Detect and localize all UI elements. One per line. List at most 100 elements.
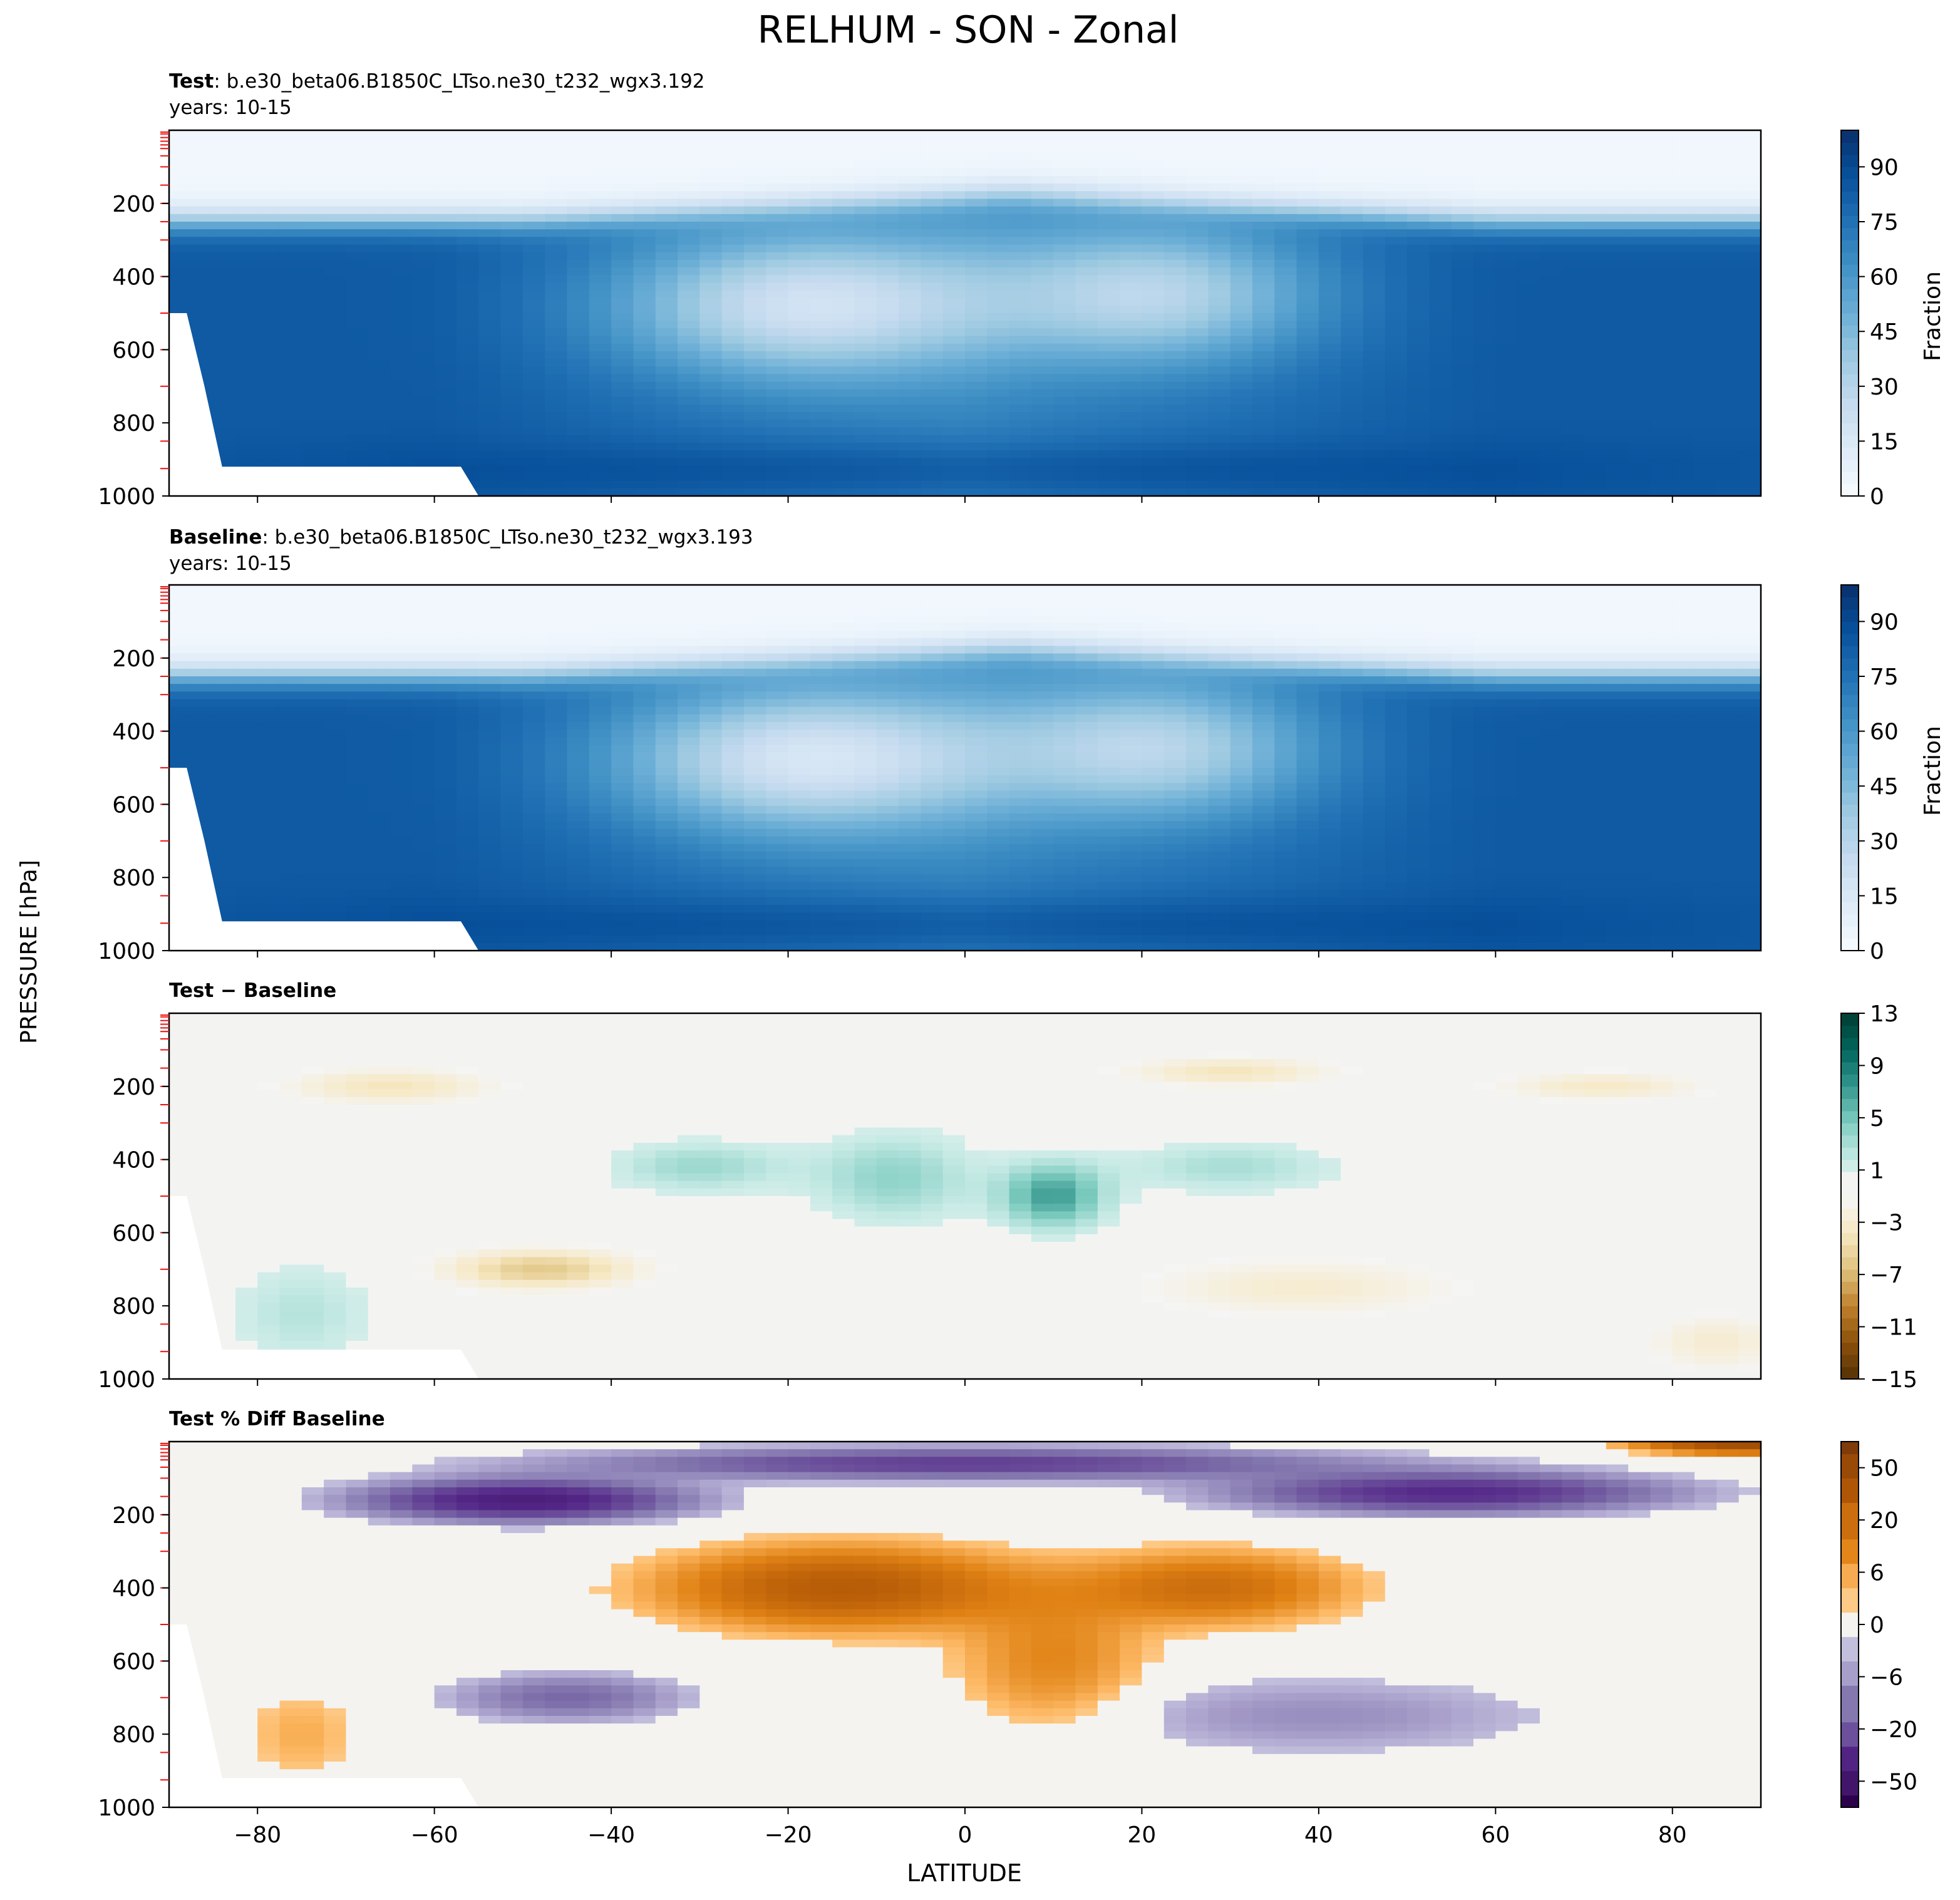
field-cell (1716, 420, 1740, 428)
field-cell (1186, 458, 1209, 467)
field-cell (876, 722, 899, 730)
field-cell (456, 458, 480, 467)
field-cell (1716, 160, 1740, 169)
field-cell (1120, 661, 1143, 669)
field-cell (567, 321, 590, 329)
field-cell (478, 381, 502, 390)
field-cell (1562, 252, 1585, 261)
field-cell (434, 699, 457, 708)
field-cell (1341, 668, 1364, 677)
field-cell (1628, 237, 1651, 245)
field-cell (213, 722, 236, 730)
field-cell (1584, 435, 1607, 443)
field-cell (1716, 631, 1740, 639)
field-cell (1451, 191, 1474, 200)
field-cell (235, 168, 259, 177)
field-cell (633, 244, 656, 253)
field-cell (368, 615, 391, 624)
field-cell (456, 321, 480, 329)
field-cell (279, 237, 302, 245)
field-cell (655, 615, 678, 624)
field-cell (1672, 389, 1695, 398)
field-cell (1562, 153, 1585, 162)
field-cell (788, 691, 811, 700)
field-cell (257, 730, 281, 738)
field-cell (1562, 267, 1585, 276)
field-cell (213, 714, 236, 723)
field-cell (1672, 343, 1695, 352)
field-cell (1075, 214, 1098, 222)
field-cell (876, 706, 899, 715)
field-cell (368, 366, 391, 375)
field-cell (1208, 480, 1231, 489)
field-cell (1451, 282, 1474, 291)
field-cell (1407, 691, 1430, 700)
field-cell (965, 145, 988, 154)
field-cell (1429, 396, 1452, 405)
field-cell (456, 684, 480, 693)
field-cell (1407, 214, 1430, 222)
field-cell (1738, 343, 1761, 352)
field-cell (854, 229, 877, 238)
field-cell (1318, 297, 1341, 306)
field-cell (567, 214, 590, 222)
field-cell (522, 336, 545, 344)
field-cell (1053, 668, 1076, 677)
field-cell (1031, 684, 1055, 693)
field-cell (1716, 290, 1740, 299)
field-cell (567, 405, 590, 413)
field-cell (1672, 374, 1695, 383)
field-cell (368, 183, 391, 192)
field-cell (1650, 600, 1673, 609)
field-cell (191, 237, 214, 245)
field-cell (1296, 706, 1319, 715)
field-cell (279, 168, 302, 177)
field-cell (346, 405, 369, 413)
field-cell (589, 458, 612, 467)
field-cell (1716, 405, 1740, 413)
field-cell (699, 638, 723, 647)
field-cell (213, 252, 236, 261)
field-cell (1385, 592, 1408, 601)
field-cell (1120, 275, 1143, 284)
field-cell (1473, 381, 1497, 390)
field-cell (1429, 714, 1452, 723)
field-cell (1738, 676, 1761, 684)
field-cell (213, 412, 236, 421)
field-cell (721, 297, 745, 306)
field-cell (1296, 297, 1319, 306)
field-cell (678, 427, 701, 436)
field-cell (346, 668, 369, 677)
field-cell (1142, 267, 1165, 276)
field-cell (921, 442, 944, 451)
field-cell (545, 622, 568, 631)
field-cell (810, 435, 833, 443)
field-cell (589, 638, 612, 647)
field-cell (987, 405, 1010, 413)
field-cell (1385, 706, 1408, 715)
field-cell (810, 328, 833, 337)
field-cell (965, 405, 988, 413)
field-cell (987, 160, 1010, 169)
field-cell (1318, 622, 1341, 631)
field-cell (743, 381, 767, 390)
field-cell (1120, 638, 1143, 647)
field-cell (434, 405, 457, 413)
field-cell (1429, 684, 1452, 693)
field-cell (257, 420, 281, 428)
field-cell (655, 653, 678, 662)
field-cell (942, 706, 966, 715)
field-cell (611, 366, 634, 375)
field-cell (965, 305, 988, 314)
field-cell (1429, 450, 1452, 458)
field-cell (346, 653, 369, 662)
field-cell (1451, 214, 1474, 222)
field-cell (1407, 374, 1430, 383)
field-cell (788, 199, 811, 207)
field-cell (876, 631, 899, 639)
field-cell (1473, 405, 1497, 413)
field-cell (589, 427, 612, 436)
field-cell (213, 592, 236, 601)
field-cell (1296, 237, 1319, 245)
field-cell (191, 706, 214, 715)
